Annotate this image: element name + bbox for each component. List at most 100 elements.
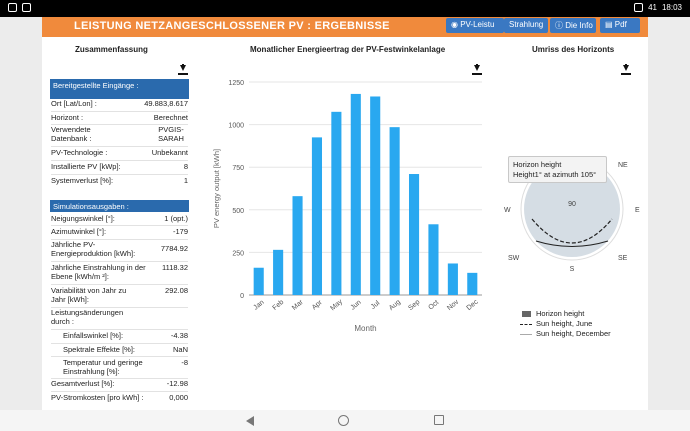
notification-icon <box>22 3 31 12</box>
pdf-button[interactable]: ▤ Pdf <box>600 18 640 33</box>
page-title: LEISTUNG NETZANGESCHLOSSENER PV : ERGEBN… <box>74 20 390 32</box>
row-label: Azimutwinkel [°]: <box>51 227 107 236</box>
output-row-spectral-effects: Spektrale Effekte [%]: NaN <box>51 345 188 355</box>
row-label: Neigungswinkel [°]: <box>51 214 115 223</box>
sun-path-june <box>531 218 613 244</box>
tooltip-value: Height1° at azimuth 105° <box>513 170 597 179</box>
output-row-azimuth: Azimutwinkel [°]: -179 <box>51 227 188 237</box>
row-label: Gesamtverlust [%]: <box>51 379 115 388</box>
output-row-incidence-angle: Einfallswinkel [%]: -4.38 <box>51 331 188 341</box>
legend-item-december: Sun height, December <box>518 329 643 339</box>
legend-label: Horizon height <box>536 309 585 318</box>
legend-swatch <box>520 334 532 335</box>
compass-e: E <box>635 207 640 214</box>
chart-title: Monatlicher Energieertrag der PV-Festwin… <box>250 45 446 54</box>
tab-pv-performance-button[interactable]: ◉ PV-Leistu <box>446 18 504 33</box>
tab-radiation-button[interactable]: Strahlung <box>504 18 548 33</box>
download-summary-icon[interactable] <box>178 64 188 75</box>
tab-label: Strahlung <box>509 20 544 29</box>
monthly-energy-chart: 0 250 500 750 1000 1250 Jan Feb Mar Apr May Jun Jul A… <box>212 80 482 332</box>
summary-title: Zusammenfassung <box>75 45 148 54</box>
pdf-label: Pdf <box>614 20 627 29</box>
row-divider <box>51 284 188 285</box>
row-divider <box>51 111 188 112</box>
y-tick-label: 1250 <box>228 80 244 87</box>
info-button[interactable]: ⓘ Die Info <box>550 18 596 33</box>
output-row-changes-header: Leistungsänderungen durch : <box>51 308 188 327</box>
compass-sw: SW <box>508 255 520 262</box>
compass-ne: NE <box>618 162 628 169</box>
x-tick-label: Apr <box>311 299 324 312</box>
row-value: 1 (opt.) <box>164 214 188 223</box>
row-value: 8 <box>183 162 188 171</box>
input-row-installed-pv: Installierte PV [kWp]: 8 <box>51 162 188 172</box>
row-divider <box>51 391 188 392</box>
row-value: 7784.92 <box>160 244 188 253</box>
bar-jul <box>370 96 381 295</box>
recent-apps-icon[interactable] <box>434 415 444 425</box>
info-label: Die Info <box>565 21 593 30</box>
x-tick-label: Nov <box>446 298 460 312</box>
header-bar: LEISTUNG NETZANGESCHLOSSENER PV : ERGEBN… <box>42 17 648 37</box>
android-nav-bar <box>0 410 690 431</box>
row-value: Berechnet <box>153 113 188 122</box>
row-value: -4.38 <box>170 331 188 340</box>
row-divider <box>51 225 188 226</box>
row-label: Systemverlust [%]: <box>51 176 114 185</box>
bar-oct <box>428 224 439 295</box>
row-divider <box>51 146 188 147</box>
x-tick-label: Aug <box>388 299 402 312</box>
clock: 18:03 <box>661 3 682 12</box>
bar-may <box>331 111 342 295</box>
outputs-section-header: Simulationsausgaben : <box>50 200 189 212</box>
row-divider <box>51 124 188 125</box>
wifi-icon <box>634 3 644 12</box>
row-divider <box>51 160 188 161</box>
input-row-horizon: Horizont : Berechnet <box>51 113 188 123</box>
legend-item-horizon: Horizon height <box>518 309 643 319</box>
legend-item-june: Sun height, June <box>518 319 643 329</box>
x-tick-label: Feb <box>272 299 286 312</box>
inputs-section-header: Bereitgestellte Eingänge : <box>50 79 189 99</box>
x-tick-label: Dec <box>466 298 480 312</box>
row-divider <box>51 307 188 308</box>
x-tick-label: Oct <box>427 299 440 311</box>
row-label: Leistungsänderungen durch : <box>51 308 124 326</box>
row-value: 49.883,8.617 <box>144 99 188 108</box>
bar-mar <box>292 196 303 295</box>
output-row-temperature: Temperatur und geringe Einstrahlung [%]:… <box>51 358 188 377</box>
horizon-title: Umriss des Horizonts <box>532 45 615 54</box>
row-value: -12.98 <box>166 379 188 388</box>
input-row-database: Verwendete Datenbank : PVGIS-SARAH <box>51 125 188 144</box>
back-icon[interactable] <box>246 416 254 426</box>
input-row-location: Ort [Lat/Lon] : 49.883,8.617 <box>51 99 188 109</box>
row-label: Verwendete Datenbank : <box>51 125 92 143</box>
row-divider <box>51 378 188 379</box>
row-value: Unbekannt <box>151 148 188 157</box>
row-divider <box>51 239 188 240</box>
row-label: Jährliche Einstrahlung in der Ebene [kWh… <box>51 263 146 281</box>
pdf-icon: ▤ <box>605 20 615 29</box>
download-chart-icon[interactable] <box>472 64 482 75</box>
row-divider <box>51 329 188 330</box>
home-icon[interactable] <box>338 415 349 426</box>
y-tick-label: 500 <box>232 208 244 215</box>
output-row-slope: Neigungswinkel [°]: 1 (opt.) <box>51 214 188 224</box>
x-tick-label: Jul <box>370 300 382 311</box>
row-label: Variabilität von Jahr zu Jahr [kWh]: <box>51 286 127 304</box>
row-label: Jährliche PV-Energieproduktion [kWh]: <box>51 240 136 258</box>
bar-nov <box>447 263 458 295</box>
row-value: NaN <box>172 345 188 354</box>
y-axis-title: PV energy output [kWh] <box>212 149 221 228</box>
notification-icon <box>8 3 17 12</box>
row-value: PVGIS-SARAH <box>158 125 184 143</box>
output-row-electricity-cost: PV-Stromkosten [pro kWh] : 0,000 <box>51 393 188 403</box>
legend-label: Sun height, December <box>536 329 611 338</box>
x-axis-title: Month <box>354 324 376 332</box>
sun-path-december <box>535 240 609 247</box>
horizon-plot: 90 N NE E SE S SW W <box>504 157 640 273</box>
y-tick-label: 1000 <box>228 123 244 130</box>
row-label: Installierte PV [kWp]: <box>51 162 121 171</box>
download-horizon-icon[interactable] <box>621 64 631 75</box>
bar-feb <box>273 249 284 295</box>
